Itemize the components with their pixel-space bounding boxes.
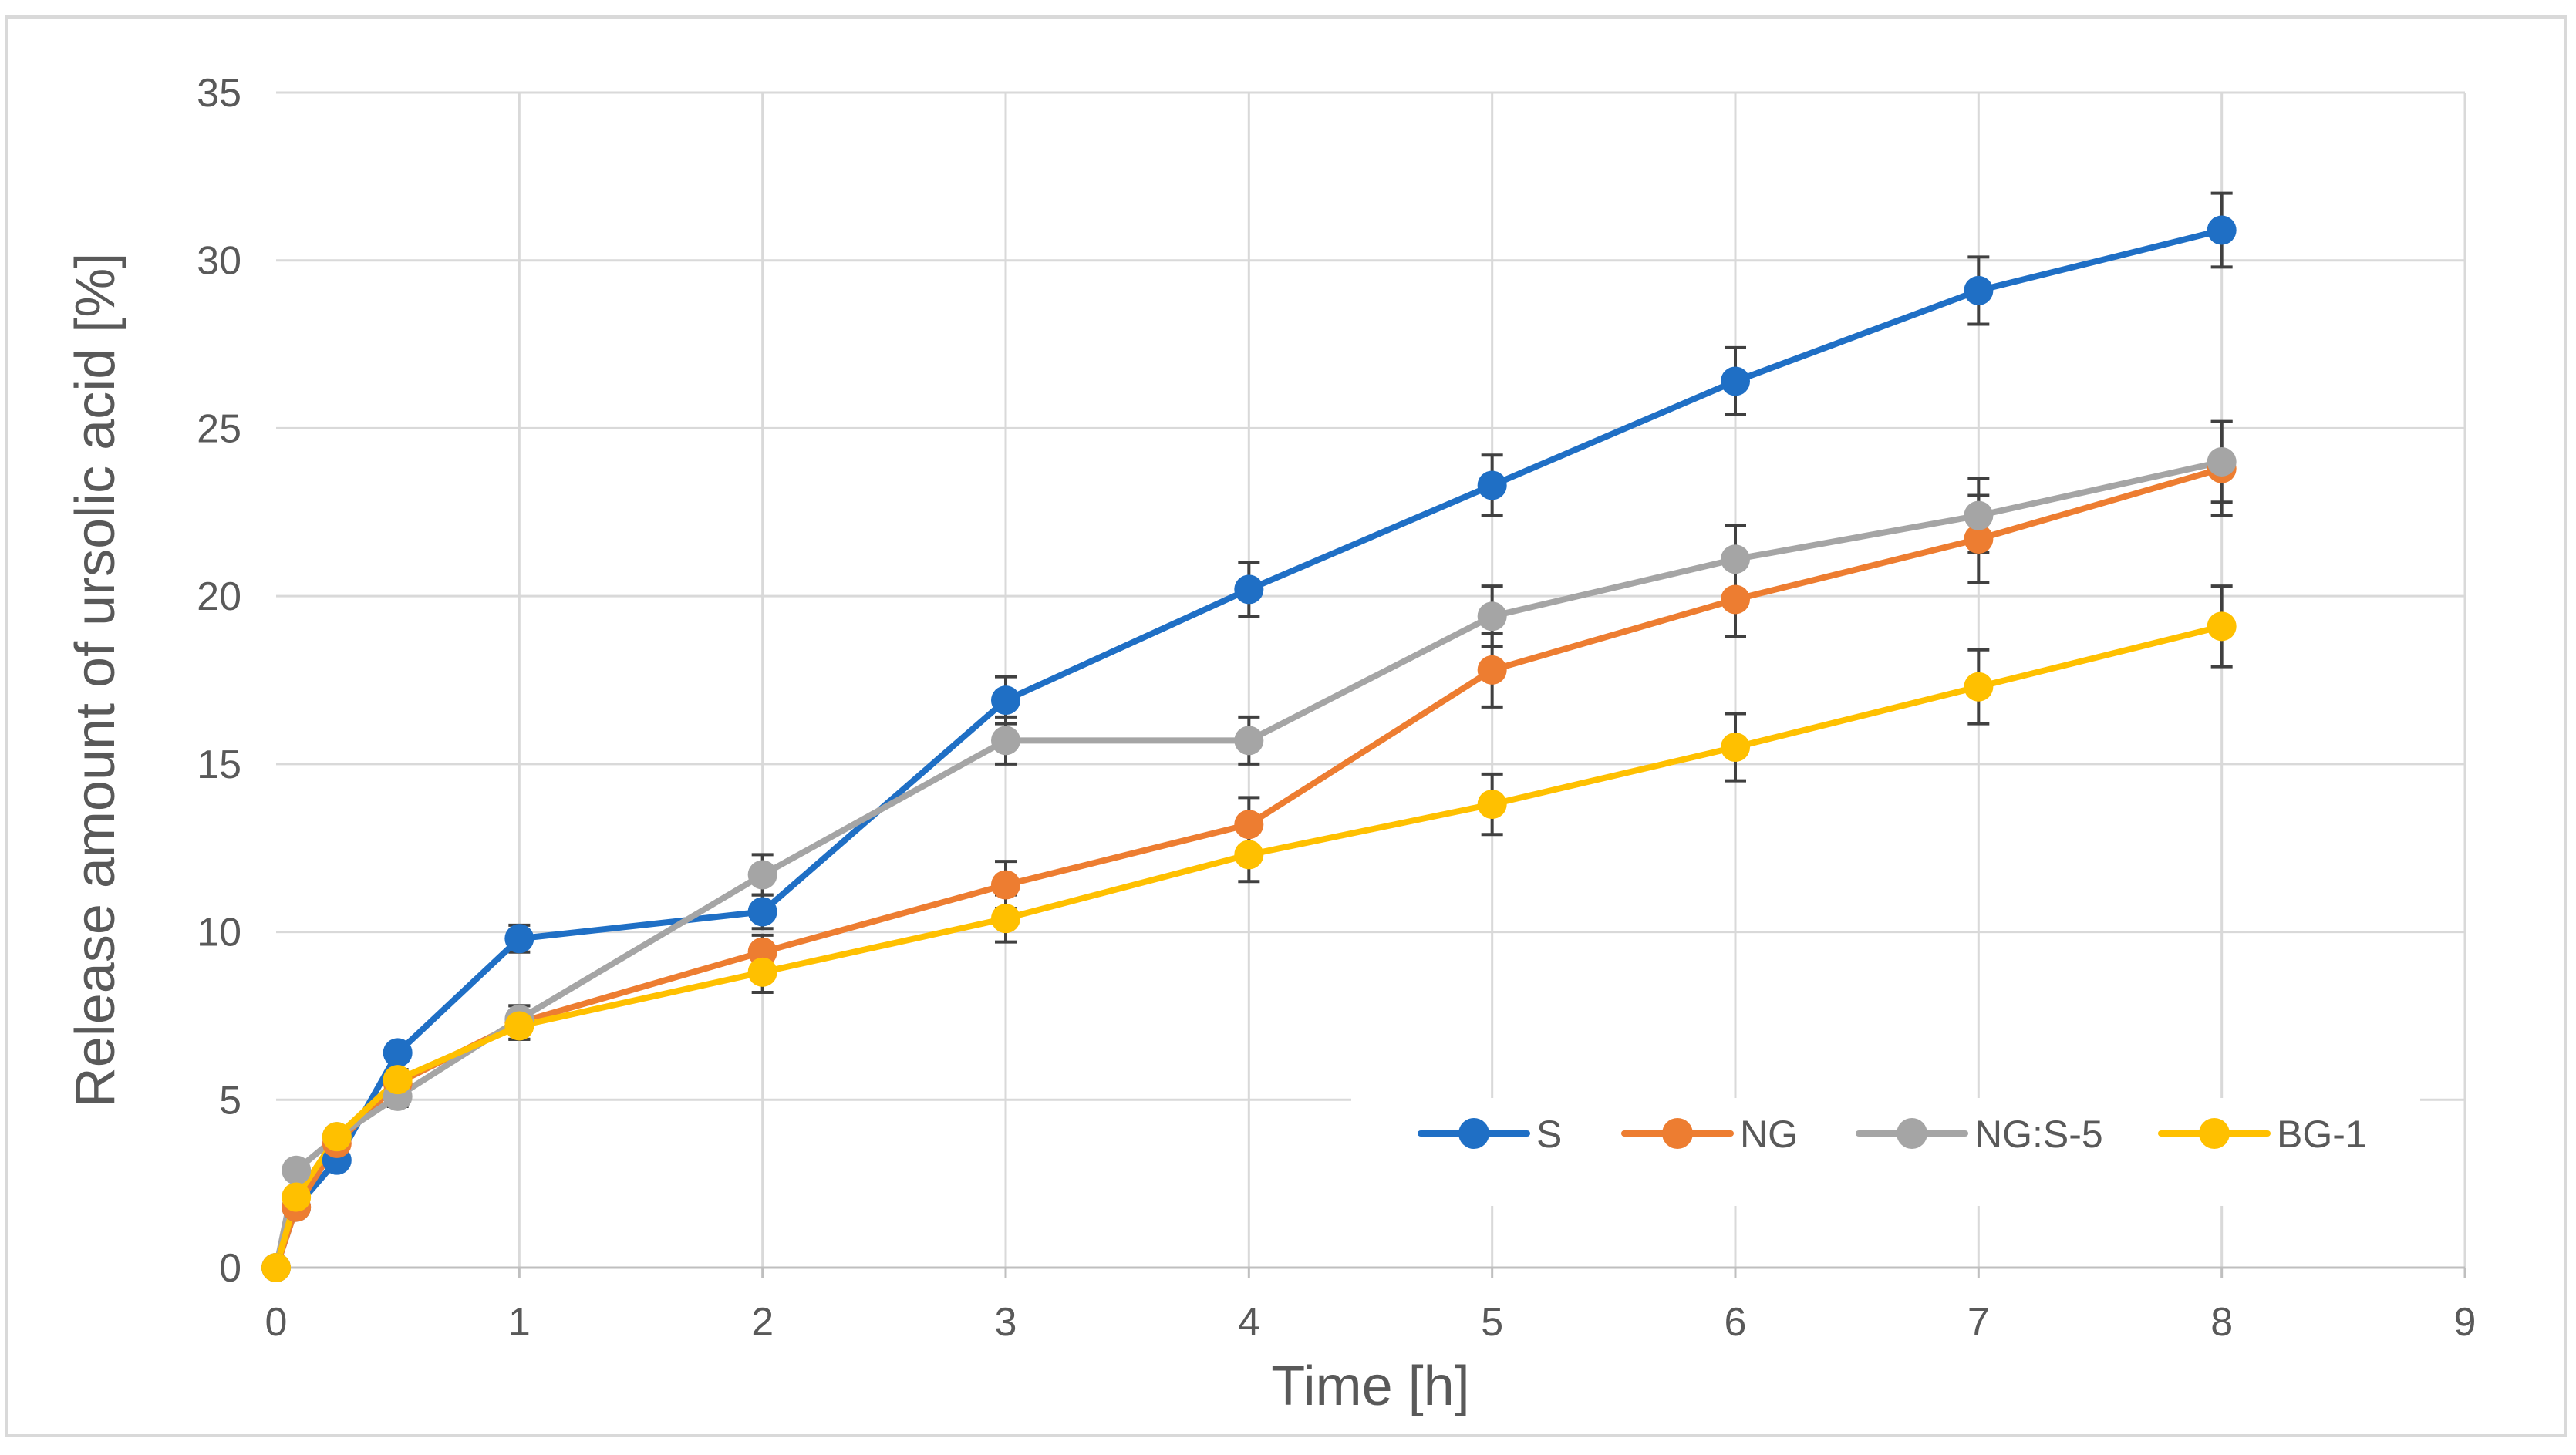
y-tick-label: 0 [219, 1246, 241, 1291]
x-tick-label: 9 [2454, 1300, 2477, 1345]
series-markers [261, 215, 2237, 1282]
data-point [1964, 500, 1994, 530]
data-point [1477, 601, 1507, 632]
data-point [1721, 366, 1750, 396]
data-point [991, 726, 1020, 756]
x-tick-label: 1 [508, 1300, 531, 1345]
y-axis-title: Release amount of ursolic acid [%] [65, 253, 126, 1108]
legend-swatch-marker [2199, 1118, 2230, 1149]
data-point [1234, 840, 1264, 870]
legend-background [1351, 1098, 2420, 1206]
tick-labels: 0 5 10 15 20 25 30 35 0 1 2 3 4 5 6 7 8 9 [197, 71, 2476, 1345]
x-tick-label: 0 [265, 1300, 288, 1345]
y-tick-label: 20 [197, 574, 241, 619]
data-point [1234, 574, 1264, 605]
data-point [504, 1011, 534, 1041]
legend-swatch-marker [1662, 1118, 1693, 1149]
x-axis-title: Time [h] [1271, 1356, 1469, 1417]
data-point [747, 957, 777, 987]
x-tick-label: 2 [751, 1300, 774, 1345]
legend-swatch-marker [1458, 1118, 1489, 1149]
legend-swatch-marker [1897, 1118, 1927, 1149]
y-tick-label: 10 [197, 911, 241, 955]
data-point [991, 685, 1020, 716]
y-tick-label: 35 [197, 71, 241, 116]
y-tick-label: 30 [197, 239, 241, 284]
data-point [1721, 584, 1750, 615]
data-point [2207, 446, 2237, 477]
data-point [2207, 611, 2237, 642]
data-point [1477, 655, 1507, 685]
legend[interactable]: S NG NG:S-5 BG-1 [1418, 1113, 2367, 1156]
data-point [1477, 790, 1507, 820]
legend-label[interactable]: S [1536, 1113, 1562, 1156]
data-point [1964, 275, 1994, 305]
data-point [1721, 733, 1750, 763]
data-point [747, 897, 777, 927]
data-point [282, 1182, 312, 1212]
legend-box [1351, 1098, 2420, 1206]
data-point [747, 937, 777, 967]
data-point [991, 904, 1020, 934]
legend-label[interactable]: BG-1 [2277, 1113, 2367, 1156]
data-point [1964, 524, 1994, 554]
y-tick-label: 5 [219, 1078, 241, 1123]
data-point [261, 1253, 291, 1282]
chart-frame [5, 15, 2567, 1437]
data-point [504, 924, 534, 954]
data-point [1964, 672, 1994, 702]
data-point [1234, 810, 1264, 840]
data-point [747, 860, 777, 890]
legend-label[interactable]: NG [1740, 1113, 1798, 1156]
data-point [282, 1155, 312, 1185]
data-point [383, 1065, 413, 1095]
data-point [1234, 726, 1264, 756]
data-point [322, 1122, 352, 1152]
x-tick-label: 3 [995, 1300, 1017, 1345]
x-tick-label: 6 [1725, 1300, 1747, 1345]
y-tick-label: 25 [197, 406, 241, 451]
x-tick-label: 5 [1481, 1300, 1503, 1345]
x-tick-label: 8 [2210, 1300, 2233, 1345]
data-point [991, 870, 1020, 900]
legend-label[interactable]: NG:S-5 [1974, 1113, 2103, 1156]
data-point [2207, 215, 2237, 245]
y-tick-label: 15 [197, 743, 241, 787]
data-point [383, 1038, 413, 1068]
x-tick-label: 4 [1238, 1300, 1260, 1345]
x-tick-label: 7 [1967, 1300, 1990, 1345]
data-point [1477, 470, 1507, 500]
data-point [1721, 544, 1750, 574]
